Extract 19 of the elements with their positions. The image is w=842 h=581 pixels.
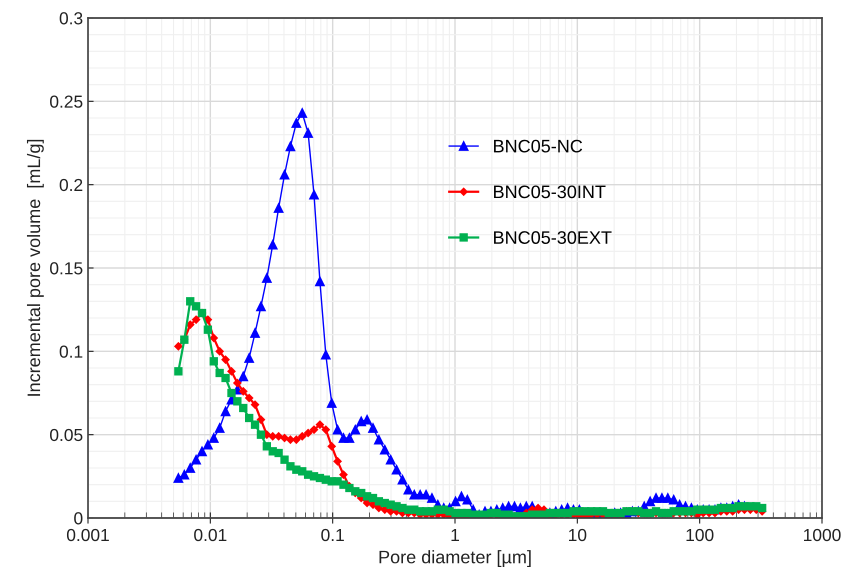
x-tick-label: 0.1 bbox=[321, 528, 344, 542]
y-tick-label: 0.3 bbox=[60, 12, 82, 24]
y-tick-label: 0.2 bbox=[60, 178, 82, 192]
x-tick-label: 1000 bbox=[804, 528, 841, 542]
y-tick-label: 0 bbox=[74, 512, 82, 524]
legend-label: BNC05-30INT bbox=[494, 185, 606, 198]
y-axis-title: Incremental pore volume [mL/g] bbox=[26, 140, 44, 396]
x-tick-label: 0.01 bbox=[194, 528, 226, 542]
x-tick-label: 0.001 bbox=[66, 528, 109, 542]
y-tick-label: 0.15 bbox=[50, 262, 82, 274]
x-tick-label: 10 bbox=[569, 528, 586, 542]
x-tick-label: 1 bbox=[451, 529, 459, 541]
y-tick-label: 0.05 bbox=[50, 428, 82, 442]
legend-label: BNC05-NC bbox=[494, 140, 582, 153]
legend-label: BNC05-30EXT bbox=[494, 231, 612, 244]
x-tick-label: 100 bbox=[686, 528, 714, 542]
x-axis-title: Pore diameter [µm] bbox=[380, 550, 531, 567]
y-tick-label: 0.1 bbox=[60, 346, 82, 358]
y-tick-label: 0.25 bbox=[50, 96, 82, 108]
